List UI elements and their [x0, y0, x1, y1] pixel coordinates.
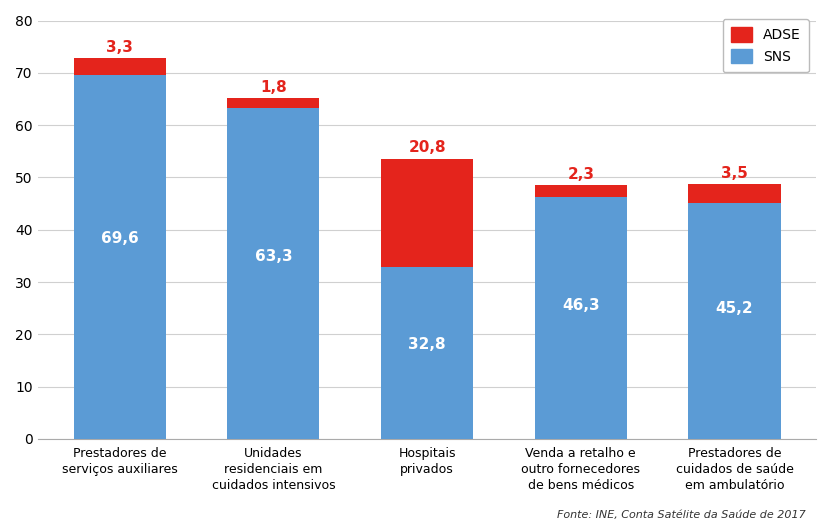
- Bar: [688, 202, 780, 439]
- Text: 45,2: 45,2: [715, 301, 754, 316]
- Text: 32,8: 32,8: [408, 337, 446, 352]
- Bar: [688, 184, 780, 202]
- Text: 2,3: 2,3: [568, 167, 594, 181]
- Bar: [227, 98, 319, 108]
- Legend: ADSE, SNS: ADSE, SNS: [723, 19, 809, 72]
- Text: 3,3: 3,3: [106, 40, 133, 54]
- Text: 1,8: 1,8: [260, 81, 287, 95]
- Bar: [381, 267, 473, 439]
- Bar: [73, 75, 165, 439]
- Text: 69,6: 69,6: [101, 231, 139, 246]
- Bar: [534, 185, 627, 197]
- Text: 63,3: 63,3: [254, 249, 293, 264]
- Bar: [534, 197, 627, 439]
- Bar: [381, 158, 473, 267]
- Text: 46,3: 46,3: [562, 298, 600, 313]
- Text: Fonte: INE, Conta Satélite da Saúde de 2017: Fonte: INE, Conta Satélite da Saúde de 2…: [558, 510, 806, 520]
- Bar: [227, 108, 319, 439]
- Text: 20,8: 20,8: [408, 141, 446, 155]
- Bar: [73, 58, 165, 75]
- Text: 3,5: 3,5: [721, 166, 748, 181]
